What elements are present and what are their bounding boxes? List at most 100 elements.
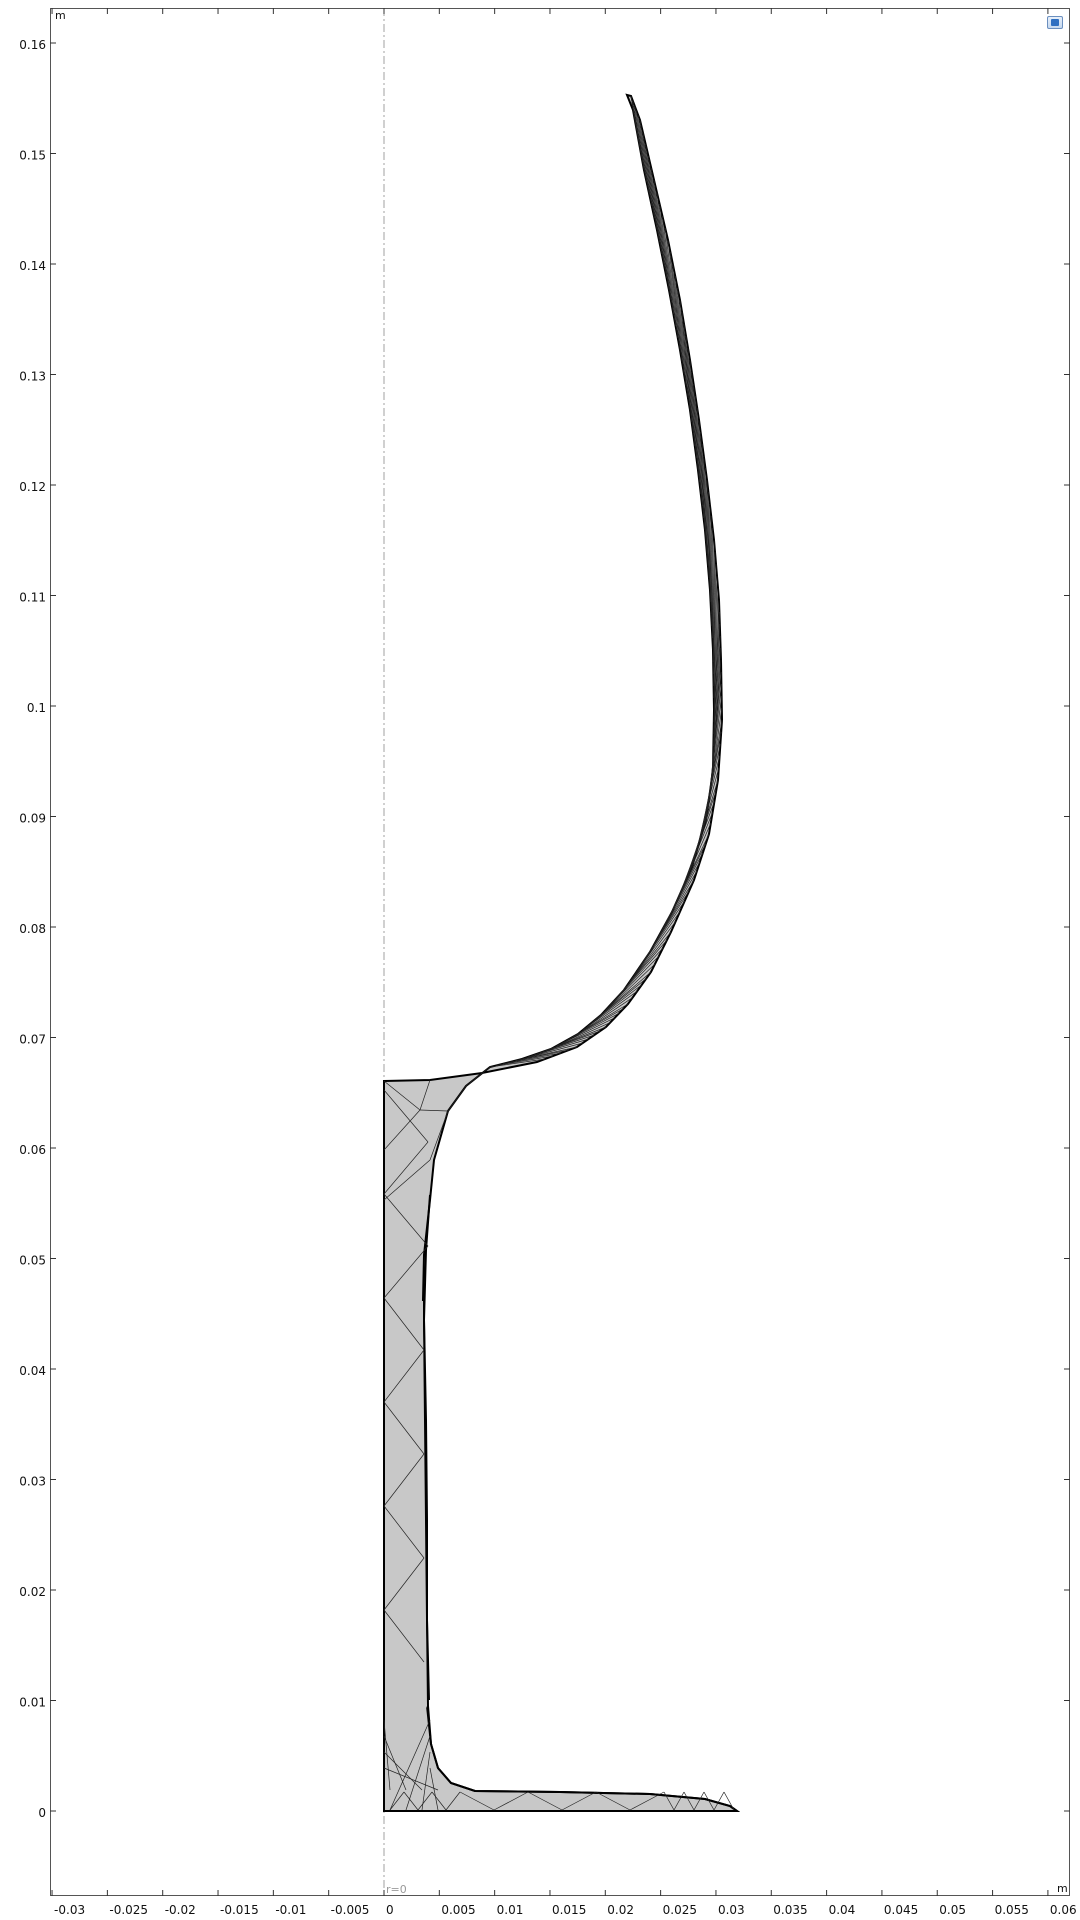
mesh-edge [653, 179, 672, 303]
mesh-edge [521, 1042, 583, 1060]
mesh-edge [679, 299, 692, 423]
mesh-edge [712, 647, 721, 771]
mesh-edge [700, 431, 708, 555]
mesh-edge [673, 1791, 685, 1811]
mesh-edge [389, 1719, 431, 1811]
mesh-edge [383, 1245, 429, 1299]
y-tick-label: 0.05 [19, 1254, 46, 1268]
mesh-edge [383, 1401, 425, 1455]
mesh-edge [710, 515, 713, 639]
y-tick-label: 0.16 [19, 38, 46, 52]
x-tick-label: -0.015 [220, 1903, 259, 1917]
y-axis: 0 0.01 0.02 0.03 0.04 0.05 0.06 0.07 0.08 0.09 0.1… [19, 38, 1070, 1820]
y-tick-label: 0.14 [19, 259, 46, 273]
mesh-edge [713, 611, 720, 735]
mesh-edge [405, 1735, 431, 1811]
x-tick-label: 0.02 [607, 1903, 634, 1917]
mesh-edge [527, 1038, 589, 1058]
mesh-edge [637, 115, 658, 231]
x-axis: -0.03 -0.025 -0.02 -0.015 -0.01 -0.005 0 0.005 0… [51, 8, 1077, 1917]
mesh-edge [693, 1791, 705, 1811]
mesh-edge [713, 587, 719, 711]
mesh-edge [712, 539, 715, 663]
x-tick-label: 0.01 [497, 1903, 524, 1917]
mesh-edge [656, 191, 674, 315]
y-tick-label: 0.06 [19, 1143, 46, 1157]
mesh-edge [556, 1017, 615, 1047]
mesh-edge [527, 1791, 563, 1811]
mesh-edge [493, 1791, 529, 1811]
mesh-edge [429, 1110, 449, 1161]
mesh-edge [667, 239, 683, 363]
x-tick-label: -0.025 [109, 1903, 148, 1917]
mesh-edge [672, 263, 687, 387]
x-tick-label: 0.05 [939, 1903, 966, 1917]
mesh-edge [586, 984, 643, 1027]
mesh-edge [701, 443, 709, 567]
y-tick-label: 0.12 [19, 480, 46, 494]
mesh-edge [645, 143, 665, 267]
x-tick-label: 0.025 [663, 1903, 697, 1917]
mesh-edge [489, 1058, 546, 1068]
glass-stem-fill [385, 1082, 422, 1802]
mesh-edge [687, 347, 699, 471]
window-icon [1051, 19, 1059, 26]
mesh-edge [421, 1751, 431, 1811]
x-tick-label: 0.06 [1050, 1903, 1077, 1917]
mesh-edge [691, 371, 702, 495]
mesh-edge [445, 1791, 461, 1811]
mesh-edge [683, 1791, 695, 1811]
window-toggle-button[interactable] [1047, 16, 1063, 29]
mesh-edge [595, 1791, 631, 1811]
glass-mesh [383, 93, 741, 1812]
mesh-edge [419, 1079, 431, 1111]
mesh-edge [650, 167, 670, 291]
mesh-edge [383, 1751, 423, 1791]
mesh-edge [681, 311, 694, 435]
symmetry-axis-label: r=0 [386, 1883, 407, 1896]
mesh-edge [605, 955, 660, 1011]
mesh-edge [383, 1089, 429, 1143]
mesh-edge [670, 251, 685, 375]
mesh-edge [698, 419, 707, 543]
mesh-edge [674, 275, 689, 399]
x-tick-label: 0.055 [995, 1903, 1029, 1917]
mesh-edge [383, 1297, 425, 1351]
mesh-edge [713, 623, 721, 747]
mesh-edge [629, 1791, 665, 1811]
x-tick-label: -0.01 [275, 1903, 306, 1917]
mesh-edge [383, 1141, 429, 1195]
mesh-edge [383, 1557, 425, 1611]
mesh-edge [632, 100, 650, 195]
mesh-edge [630, 95, 636, 123]
mesh-edge [383, 1193, 429, 1247]
mesh-edge [695, 395, 704, 519]
mesh-edge [659, 203, 676, 327]
glass-stem-edge [383, 1081, 431, 1811]
mesh-edge [383, 1109, 421, 1151]
x-tick-label: -0.02 [165, 1903, 196, 1917]
mesh-edge [713, 1791, 725, 1811]
mesh-triangles [383, 95, 735, 1811]
x-tick-label: 0.04 [829, 1903, 856, 1917]
glass-stem-outline [383, 1081, 741, 1812]
x-unit-label: m [1057, 1882, 1068, 1895]
x-tick-label: -0.005 [331, 1903, 370, 1917]
x-tick-label: 0 [386, 1903, 394, 1917]
mesh-edge [703, 1791, 715, 1811]
y-tick-label: 0.13 [19, 370, 46, 384]
mesh-edge [708, 491, 712, 615]
mesh-edge [419, 1109, 449, 1112]
mesh-edge [636, 110, 655, 219]
mesh-edge [642, 131, 663, 255]
mesh-edge [664, 227, 681, 351]
mesh-edge [582, 990, 638, 1031]
mesh-edge [685, 335, 697, 459]
mesh-edge [677, 287, 691, 411]
mesh-edge [713, 575, 718, 699]
mesh-edge [713, 563, 717, 687]
mesh-edge [383, 1505, 425, 1559]
mesh-edge [713, 551, 716, 675]
mesh-edge [389, 1791, 405, 1811]
